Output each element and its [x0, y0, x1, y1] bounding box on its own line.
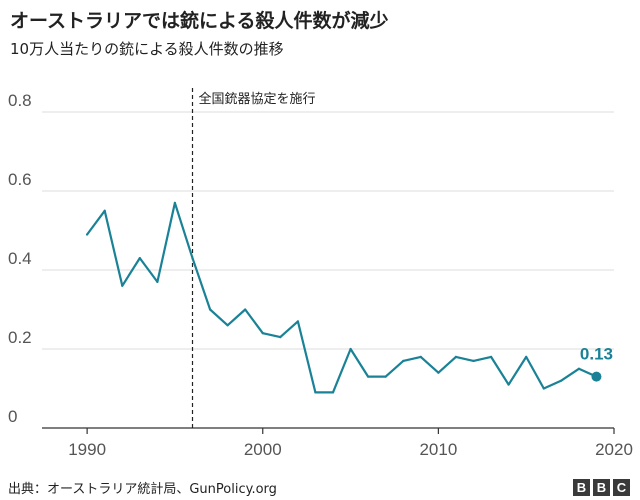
y-tick-label: 0.2	[8, 328, 32, 347]
data-point	[173, 201, 177, 204]
data-point	[279, 336, 282, 339]
data-point	[560, 379, 563, 382]
data-point	[314, 391, 317, 394]
data-point	[191, 257, 194, 260]
source-footer: 出典：オーストラリア統計局、GunPolicy.org	[8, 482, 277, 497]
data-point	[507, 383, 510, 386]
chart-subtitle: 10万人当たりの銃による殺人件数の推移	[10, 40, 284, 58]
data-point	[525, 355, 528, 358]
data-point	[349, 347, 352, 351]
data-point	[331, 391, 335, 394]
bbc-logo-letter: B	[573, 479, 590, 496]
data-point	[437, 371, 440, 374]
data-point	[367, 375, 370, 378]
y-tick-label: 0.4	[8, 249, 32, 268]
endpoint-marker	[591, 371, 602, 382]
data-point	[419, 355, 422, 358]
series-line	[85, 201, 598, 394]
x-tick-label: 2000	[244, 440, 282, 459]
data-point	[489, 355, 493, 358]
y-tick-label: 0	[8, 407, 17, 426]
bbc-logo-letter: C	[613, 479, 630, 496]
data-point	[156, 280, 159, 283]
data-point	[261, 332, 264, 335]
chart-title: オーストラリアでは銃による殺人件数が減少	[10, 10, 389, 32]
x-tick-label: 2020	[595, 440, 633, 459]
data-point	[138, 257, 141, 260]
data-point	[121, 284, 124, 287]
data-point	[244, 308, 247, 311]
data-point	[296, 320, 299, 323]
data-point	[103, 209, 106, 212]
data-point	[384, 375, 387, 378]
data-point	[454, 355, 458, 358]
bbc-logo-letter: B	[593, 479, 610, 496]
y-tick-label: 0.8	[8, 91, 32, 110]
data-point	[472, 359, 475, 362]
data-point	[402, 359, 405, 362]
x-tick-label: 1990	[68, 440, 106, 459]
data-point	[226, 324, 229, 327]
data-point	[577, 367, 580, 370]
data-point	[208, 308, 212, 311]
x-tick-label: 2010	[419, 440, 457, 459]
y-tick-label: 0.6	[8, 170, 32, 189]
policy-marker-label: 全国銃器協定を施行	[199, 91, 316, 107]
data-point	[86, 233, 89, 236]
data-point	[542, 387, 545, 390]
bbc-logo: B B C	[573, 479, 630, 496]
endpoint-value-label: 0.13	[580, 345, 613, 364]
